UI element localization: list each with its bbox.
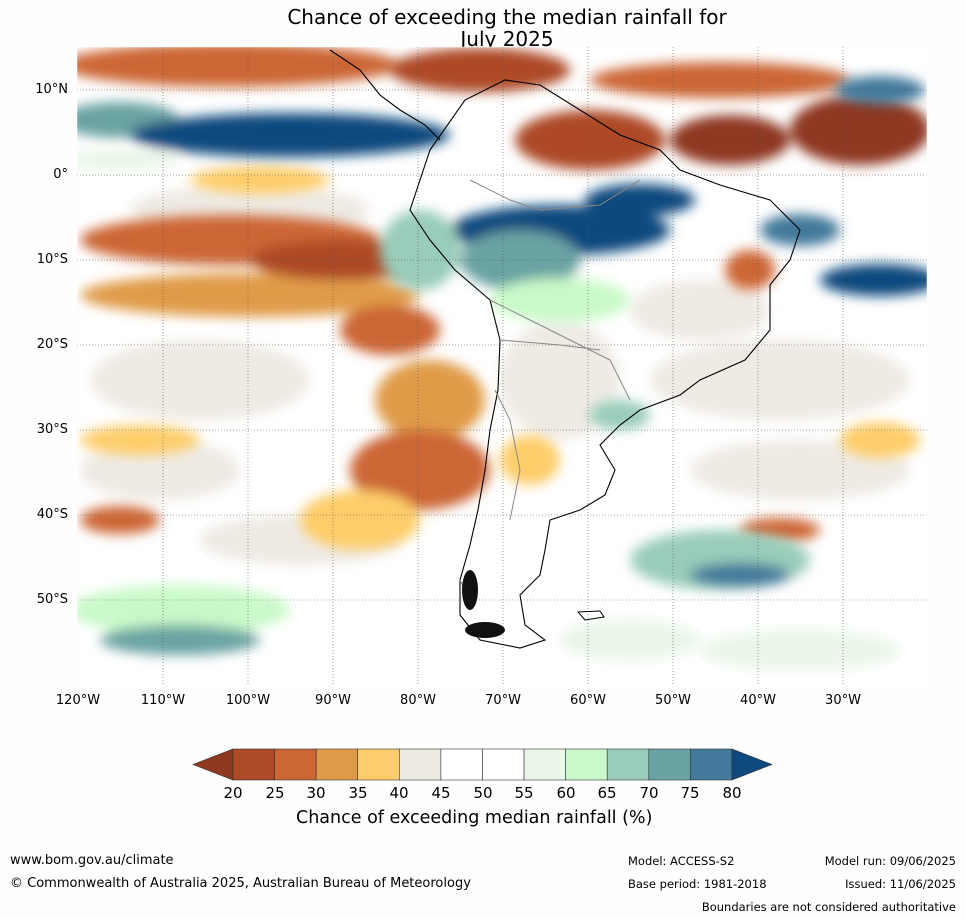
lon-label-60w: 60°W bbox=[570, 693, 606, 708]
colorbar-cell bbox=[690, 748, 733, 781]
lat-label-50s: 50°S bbox=[36, 592, 68, 607]
colorbar-tick-50: 50 bbox=[473, 784, 493, 802]
colorbar-cell bbox=[399, 748, 442, 781]
model-run-text: Model run: 09/06/2025 bbox=[824, 854, 956, 868]
colorbar-tick-65: 65 bbox=[597, 784, 617, 802]
model-text: Model: ACCESS-S2 bbox=[628, 854, 735, 868]
colorbar-cell bbox=[357, 748, 400, 781]
colorbar-tick-70: 70 bbox=[639, 784, 659, 802]
title-line-1: Chance of exceeding the median rainfall … bbox=[287, 5, 727, 29]
central-america-coastline bbox=[329, 49, 441, 141]
colorbar-cell bbox=[482, 748, 525, 781]
lon-label-90w: 90°W bbox=[315, 693, 351, 708]
colorbar-cell bbox=[315, 748, 359, 781]
colorbar-cell bbox=[232, 748, 275, 781]
colorbar-cell bbox=[606, 748, 650, 781]
colorbar-tick-25: 25 bbox=[265, 784, 285, 802]
lat-label-0: 0° bbox=[53, 167, 68, 182]
colorbar-cell bbox=[274, 748, 317, 781]
lat-label-40s: 40°S bbox=[36, 507, 68, 522]
lat-label-10n: 10°N bbox=[35, 82, 68, 97]
colorbar-tick-35: 35 bbox=[348, 784, 368, 802]
colorbar-tick-60: 60 bbox=[556, 784, 576, 802]
south-america-coastline bbox=[409, 79, 801, 649]
graticule bbox=[77, 47, 927, 685]
disclaimer-text: Boundaries are not considered authoritat… bbox=[701, 900, 956, 914]
colorbar-label: Chance of exceeding median rainfall (%) bbox=[296, 808, 653, 828]
website-text: www.bom.gov.au/climate bbox=[10, 853, 174, 868]
colorbar-cell bbox=[648, 748, 691, 781]
lon-label-110w: 110°W bbox=[140, 693, 186, 708]
colorbar-tick-20: 20 bbox=[223, 784, 243, 802]
lat-label-30s: 30°S bbox=[36, 422, 68, 437]
lon-label-100w: 100°W bbox=[225, 693, 271, 708]
lon-label-40w: 40°W bbox=[740, 693, 776, 708]
rainfall-field bbox=[77, 47, 927, 670]
colorbar-tick-45: 45 bbox=[431, 784, 451, 802]
colorbar-cell bbox=[523, 748, 566, 781]
colorbar-tick-30: 30 bbox=[306, 784, 326, 802]
lon-label-50w: 50°W bbox=[655, 693, 691, 708]
colorbar-cells bbox=[192, 748, 773, 781]
colorbar-extend-high bbox=[731, 748, 773, 781]
lon-label-70w: 70°W bbox=[485, 693, 521, 708]
lon-label-120w: 120°W bbox=[55, 693, 101, 708]
lon-label-30w: 30°W bbox=[825, 693, 861, 708]
colorbar-cell bbox=[565, 748, 608, 781]
colorbar-extend-low bbox=[192, 748, 234, 781]
colorbar-tick-40: 40 bbox=[389, 784, 409, 802]
colorbar-tick-75: 75 bbox=[680, 784, 700, 802]
base-period-text: Base period: 1981-2018 bbox=[628, 877, 767, 891]
lon-label-80w: 80°W bbox=[400, 693, 436, 708]
issued-text: Issued: 11/06/2025 bbox=[845, 877, 956, 891]
colorbar-cell bbox=[440, 748, 483, 781]
lat-label-10s: 10°S bbox=[36, 252, 68, 267]
colorbar-tick-80: 80 bbox=[722, 784, 742, 802]
lat-label-20s: 20°S bbox=[36, 337, 68, 352]
map-frame bbox=[76, 46, 928, 686]
colorbar-tick-55: 55 bbox=[514, 784, 534, 802]
copyright-text: © Commonwealth of Australia 2025, Austra… bbox=[10, 876, 471, 891]
falkland-islands bbox=[576, 610, 605, 621]
chilean-archipelago bbox=[462, 570, 505, 638]
